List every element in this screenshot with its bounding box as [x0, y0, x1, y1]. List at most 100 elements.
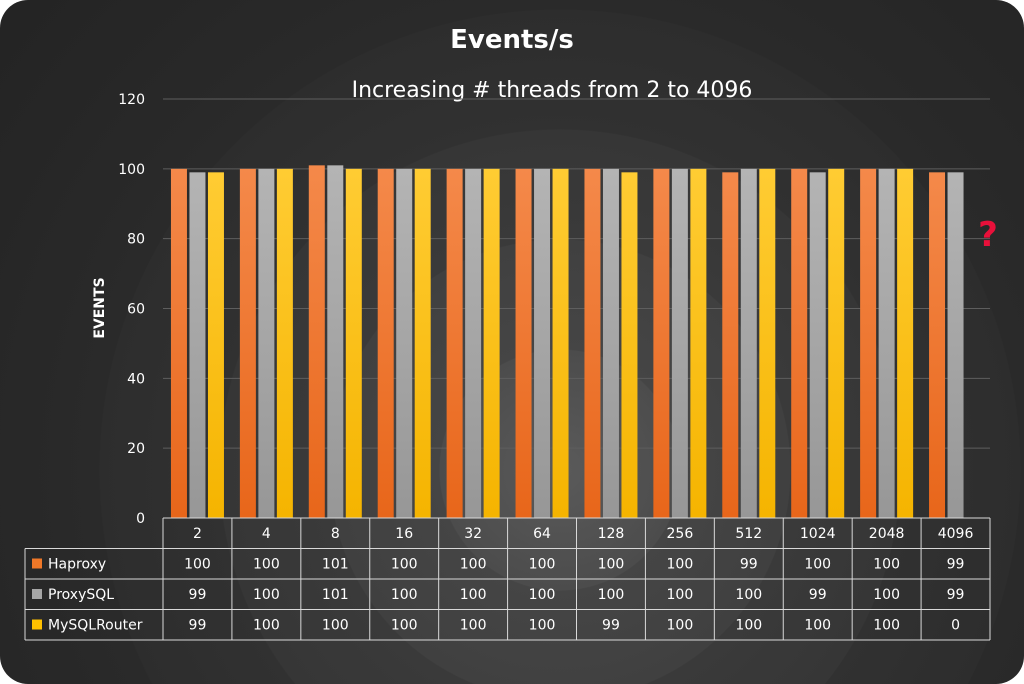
data-label-mysqlrouter: 100 — [529, 618, 556, 634]
x-tick-label: 32 — [464, 526, 482, 542]
data-label-proxysql: 100 — [391, 587, 418, 603]
bar-proxysql-32 — [465, 168, 482, 519]
y-tick-label: 0 — [136, 511, 145, 527]
data-label-haproxy: 100 — [460, 557, 487, 573]
x-tick-label: 4 — [262, 526, 271, 542]
data-label-proxysql: 100 — [873, 587, 900, 603]
bar-mysqlrouter-32 — [483, 168, 500, 519]
bar-haproxy-64 — [515, 168, 532, 519]
data-label-haproxy: 100 — [873, 557, 900, 573]
bar-proxysql-256 — [671, 168, 688, 519]
data-label-mysqlrouter: 100 — [253, 618, 280, 634]
y-tick-label: 80 — [127, 232, 145, 248]
data-label-mysqlrouter: 0 — [951, 618, 960, 634]
data-label-proxysql: 100 — [460, 587, 487, 603]
bar-proxysql-2 — [189, 172, 206, 518]
bar-mysqlrouter-512 — [759, 168, 776, 519]
data-label-haproxy: 100 — [804, 557, 831, 573]
x-tick-label: 4096 — [938, 526, 974, 542]
bar-mysqlrouter-2 — [207, 172, 224, 518]
bar-proxysql-16 — [396, 168, 413, 519]
x-tick-label: 256 — [667, 526, 694, 542]
data-label-haproxy: 100 — [253, 557, 280, 573]
bar-proxysql-2048 — [878, 168, 895, 519]
data-table: 2 4 8 16 32 64 128 256 512 1024 2048 4096 Haproxy 100… — [24, 517, 991, 641]
bar-haproxy-8 — [308, 165, 325, 518]
x-tick-label: 8 — [331, 526, 340, 542]
data-label-proxysql: 99 — [809, 587, 827, 603]
bar-haproxy-512 — [722, 172, 739, 518]
y-tick-label: 100 — [118, 162, 145, 178]
bar-mysqlrouter-256 — [690, 168, 707, 519]
data-label-haproxy: 101 — [322, 557, 349, 573]
bar-haproxy-2 — [170, 168, 187, 519]
legend-label-proxysql: ProxySQL — [48, 587, 114, 603]
legend-swatch-haproxy — [32, 558, 42, 569]
data-label-mysqlrouter: 99 — [189, 618, 207, 634]
bar-mysqlrouter-128 — [621, 172, 638, 518]
bar-proxysql-64 — [534, 168, 551, 519]
bar-mysqlrouter-8 — [345, 168, 362, 519]
bar-proxysql-8 — [327, 165, 344, 518]
bar-haproxy-1024 — [791, 168, 808, 519]
bar-proxysql-4 — [258, 168, 275, 519]
data-label-proxysql: 100 — [598, 587, 625, 603]
y-tick-label: 20 — [127, 441, 145, 457]
y-axis-ticks: 0 20 40 60 80 100 120 — [118, 92, 145, 527]
bar-haproxy-32 — [446, 168, 463, 519]
bars — [170, 165, 964, 519]
bar-haproxy-128 — [584, 168, 601, 519]
data-label-haproxy: 99 — [947, 557, 965, 573]
question-mark-annotation: ? — [978, 215, 998, 255]
data-label-haproxy: 100 — [184, 557, 211, 573]
data-label-haproxy: 100 — [598, 557, 625, 573]
data-label-haproxy: 100 — [667, 557, 694, 573]
data-label-proxysql: 100 — [529, 587, 556, 603]
bar-proxysql-128 — [602, 168, 619, 519]
bar-proxysql-1024 — [809, 172, 826, 518]
data-label-mysqlrouter: 100 — [873, 618, 900, 634]
data-label-mysqlrouter: 100 — [667, 618, 694, 634]
y-axis-label: EVENTS — [92, 277, 108, 338]
data-label-mysqlrouter: 100 — [804, 618, 831, 634]
data-label-mysqlrouter: 99 — [602, 618, 620, 634]
data-label-proxysql: 100 — [735, 587, 762, 603]
chart-title: Events/s — [450, 25, 574, 55]
x-tick-label: 128 — [598, 526, 625, 542]
x-tick-label: 2048 — [869, 526, 905, 542]
data-label-mysqlrouter: 100 — [391, 618, 418, 634]
data-label-proxysql: 100 — [253, 587, 280, 603]
legend-swatch-mysqlrouter — [32, 619, 42, 630]
bar-haproxy-2048 — [860, 168, 877, 519]
data-label-proxysql: 99 — [189, 587, 207, 603]
legend-swatch-proxysql — [32, 589, 42, 599]
bar-haproxy-4096 — [929, 172, 946, 518]
data-label-haproxy: 100 — [391, 557, 418, 573]
data-label-proxysql: 101 — [322, 587, 349, 603]
x-tick-label: 64 — [533, 526, 551, 542]
x-tick-label: 2 — [193, 526, 202, 542]
bar-haproxy-256 — [653, 168, 670, 519]
y-tick-label: 60 — [127, 302, 145, 318]
bar-proxysql-512 — [740, 168, 757, 519]
bar-mysqlrouter-2048 — [897, 168, 914, 519]
bar-mysqlrouter-4 — [276, 168, 293, 519]
y-tick-label: 120 — [118, 92, 145, 108]
bar-mysqlrouter-64 — [552, 168, 569, 519]
bar-mysqlrouter-1024 — [828, 168, 845, 519]
data-label-mysqlrouter: 100 — [735, 618, 762, 634]
bar-haproxy-4 — [239, 168, 256, 519]
bar-mysqlrouter-16 — [414, 168, 431, 519]
legend-label-mysqlrouter: MySQLRouter — [48, 618, 143, 634]
data-label-haproxy: 100 — [529, 557, 556, 573]
y-tick-label: 40 — [127, 371, 145, 387]
data-label-mysqlrouter: 100 — [460, 618, 487, 634]
bar-proxysql-4096 — [947, 172, 964, 518]
data-label-mysqlrouter: 100 — [322, 618, 349, 634]
x-tick-label: 512 — [735, 526, 762, 542]
data-label-proxysql: 100 — [667, 587, 694, 603]
bar-haproxy-16 — [377, 168, 394, 519]
data-label-proxysql: 99 — [947, 587, 965, 603]
